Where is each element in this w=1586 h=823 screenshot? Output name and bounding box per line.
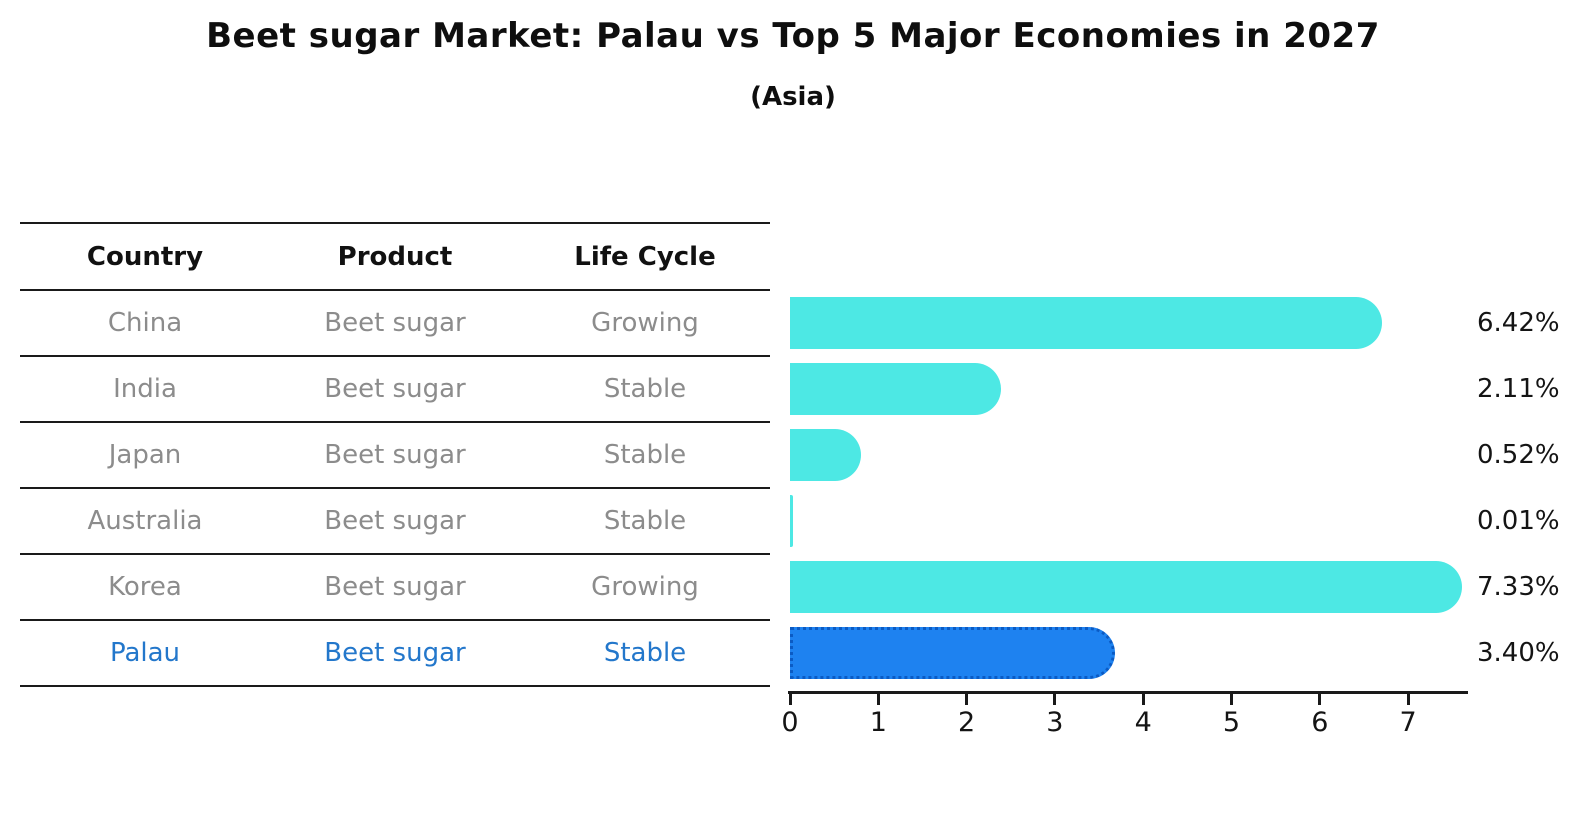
product-cell: Beet sugar — [324, 506, 466, 536]
chart-title: Beet sugar Market: Palau vs Top 5 Major … — [206, 16, 1380, 56]
table-row-palau: Palau Beet sugar Stable — [20, 621, 770, 687]
chart-subtitle: (Asia) — [750, 82, 836, 112]
country-cell: Palau — [109, 638, 181, 668]
value-label-korea: 7.33% — [1477, 572, 1560, 602]
tick-label: 2 — [958, 707, 976, 738]
table-row-china: China Beet sugar Growing — [20, 291, 770, 357]
product-cell: Beet sugar — [324, 440, 466, 470]
life-cycle-cell: Stable — [603, 374, 687, 404]
country-cell: Australia — [87, 506, 203, 536]
table-row-korea: Korea Beet sugar Growing — [20, 555, 770, 621]
life-cycle-cell: Stable — [603, 638, 687, 668]
table-row-india: India Beet sugar Stable — [20, 357, 770, 423]
bar-japan — [790, 429, 861, 481]
bar-australia — [790, 495, 793, 547]
tick-mark — [876, 694, 880, 705]
tick-label: 1 — [869, 707, 887, 738]
value-label-india: 2.11% — [1477, 374, 1560, 404]
column-header-life-cycle: Life Cycle — [574, 241, 716, 272]
value-label-palau: 3.40% — [1477, 638, 1560, 668]
value-label-china: 6.42% — [1477, 308, 1560, 338]
product-cell: Beet sugar — [324, 638, 466, 668]
country-table: Country Product Life Cycle China Beet su… — [20, 222, 770, 687]
tick-mark — [788, 694, 792, 705]
tick-label: 6 — [1311, 707, 1329, 738]
country-cell: China — [107, 308, 183, 338]
tick-mark — [1318, 694, 1322, 705]
life-cycle-cell: Growing — [591, 308, 699, 338]
bar-china — [790, 297, 1382, 349]
tick-label: 0 — [781, 707, 799, 738]
x-axis-line — [788, 691, 1468, 694]
table-row-japan: Japan Beet sugar Stable — [20, 423, 770, 489]
column-header-product: Product — [337, 241, 453, 272]
table-row-australia: Australia Beet sugar Stable — [20, 489, 770, 555]
product-cell: Beet sugar — [324, 374, 466, 404]
life-cycle-cell: Stable — [603, 440, 687, 470]
table-header-row: Country Product Life Cycle — [20, 224, 770, 291]
bar-palau-highlighted — [790, 627, 1116, 679]
country-cell: Japan — [108, 440, 182, 470]
column-header-country: Country — [86, 241, 204, 272]
tick-label: 5 — [1222, 707, 1241, 738]
bar-india — [790, 363, 1002, 415]
tick-label: 3 — [1046, 707, 1064, 738]
country-cell: Korea — [108, 572, 182, 602]
value-label-japan: 0.52% — [1477, 440, 1560, 470]
tick-label: 7 — [1399, 707, 1417, 738]
country-cell: India — [113, 374, 177, 404]
tick-mark — [1141, 694, 1145, 705]
tick-mark — [1053, 694, 1057, 705]
product-cell: Beet sugar — [324, 572, 466, 602]
tick-label: 4 — [1134, 707, 1152, 738]
life-cycle-cell: Stable — [603, 506, 687, 536]
life-cycle-cell: Growing — [591, 572, 699, 602]
value-label-australia: 0.01% — [1477, 506, 1560, 536]
tick-mark — [1230, 694, 1233, 705]
product-cell: Beet sugar — [324, 308, 466, 338]
tick-mark — [965, 694, 969, 705]
bar-korea — [790, 561, 1463, 613]
tick-mark — [1406, 694, 1410, 705]
